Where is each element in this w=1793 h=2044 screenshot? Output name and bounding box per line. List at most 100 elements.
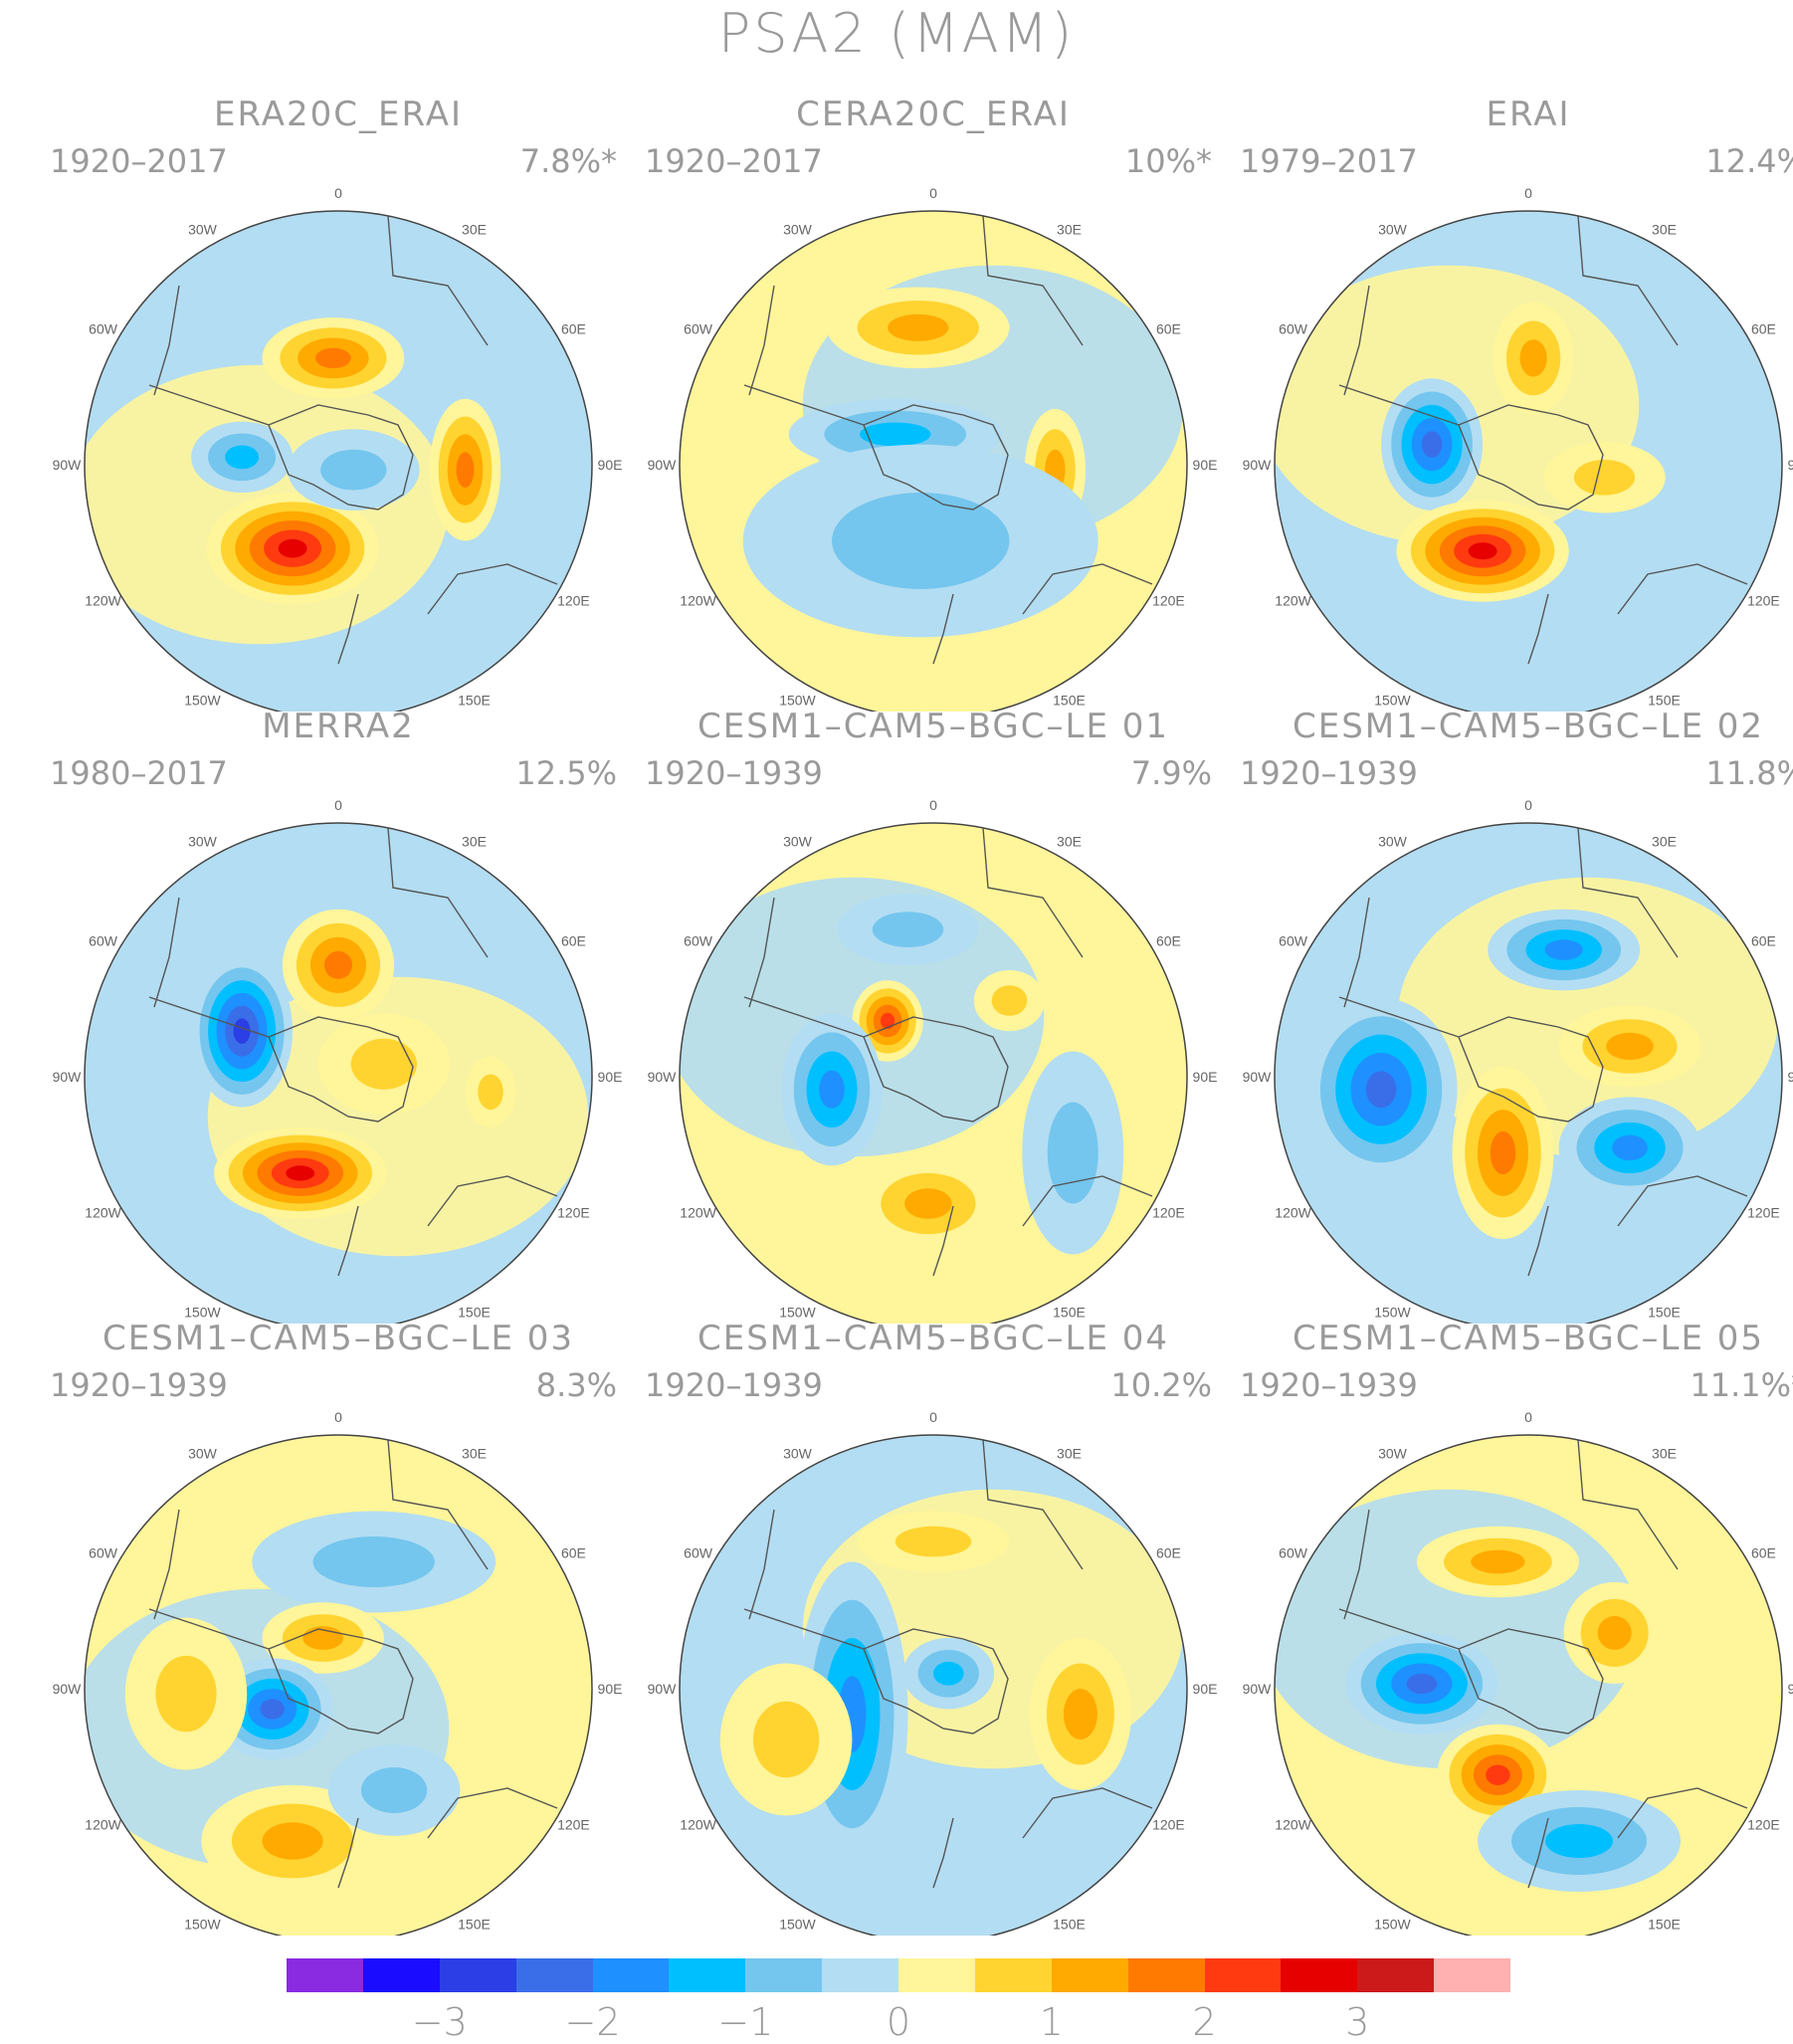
panel-variance: 8.3% bbox=[535, 1366, 617, 1404]
longitude-label: 60E bbox=[561, 321, 586, 337]
colorbar-swatch bbox=[362, 1958, 440, 1992]
map-panel-4: 030E60E90E120E150E180150W120W90W60W30WME… bbox=[40, 707, 637, 1324]
longitude-label: 30E bbox=[1057, 834, 1082, 850]
polar-map: 030E60E90E120E150E180150W120W90W60W30W bbox=[648, 185, 1218, 712]
anomaly-contour bbox=[312, 1536, 435, 1587]
colorbar-swatch bbox=[439, 1958, 516, 1992]
panel-title: CESM1–CAM5–BGC–LE 02 bbox=[1292, 707, 1765, 746]
longitude-label: 150W bbox=[1374, 1304, 1411, 1320]
anomaly-contour bbox=[888, 313, 949, 341]
map-panel-3: 030E60E90E120E150E180150W120W90W60W30WER… bbox=[1230, 95, 1793, 712]
longitude-label: 60W bbox=[1279, 933, 1308, 949]
longitude-label: 30W bbox=[188, 222, 218, 238]
longitude-label: 150E bbox=[458, 692, 491, 708]
longitude-label: 120E bbox=[557, 1817, 590, 1833]
panel-title: CESM1–CAM5–BGC–LE 04 bbox=[697, 1319, 1170, 1358]
anomaly-contour bbox=[904, 1188, 952, 1219]
colorbar-swatch bbox=[1051, 1958, 1128, 1992]
coastline bbox=[148, 215, 558, 665]
panel-period: 1979–2017 bbox=[1240, 142, 1418, 180]
panel-period: 1920–1939 bbox=[645, 1366, 823, 1404]
longitude-label: 150W bbox=[184, 1916, 221, 1932]
longitude-label: 0 bbox=[929, 797, 937, 813]
colorbar-tick-label: −1 bbox=[717, 2000, 774, 2044]
anomaly-contour bbox=[1047, 1102, 1098, 1204]
longitude-label: 90E bbox=[1193, 457, 1218, 473]
panel-period: 1980–2017 bbox=[50, 754, 228, 792]
panel-variance: 11.8% bbox=[1705, 754, 1793, 792]
anomaly-contour bbox=[1063, 1689, 1097, 1739]
coastline bbox=[148, 1439, 558, 1889]
longitude-label: 90E bbox=[598, 457, 623, 473]
anomaly-contour bbox=[155, 1655, 217, 1733]
coastline bbox=[1338, 1439, 1748, 1889]
polar-map: 030E60E90E120E150E180150W120W90W60W30W bbox=[648, 1409, 1218, 1936]
longitude-label: 120W bbox=[85, 1817, 121, 1833]
longitude-label: 90W bbox=[648, 1069, 678, 1085]
longitude-label: 60W bbox=[684, 933, 713, 949]
longitude-label: 150E bbox=[1053, 1916, 1086, 1932]
anomaly-contour bbox=[1468, 542, 1497, 560]
colorbar-tick-label: −3 bbox=[411, 2000, 468, 2044]
coastline bbox=[743, 1439, 1153, 1889]
longitude-label: 90E bbox=[1788, 1069, 1793, 1085]
anomaly-contour bbox=[456, 452, 475, 488]
figure-title: PSA2 (MAM) bbox=[717, 2, 1076, 65]
colorbar-swatch bbox=[974, 1958, 1052, 1992]
coastline bbox=[1338, 215, 1748, 665]
map-panel-8: 030E60E90E120E150E180150W120W90W60W30WCE… bbox=[635, 1319, 1232, 1936]
longitude-label: 150E bbox=[1053, 1304, 1086, 1320]
panel-variance: 7.8%* bbox=[519, 142, 617, 180]
anomaly-contour bbox=[1519, 339, 1547, 377]
anomaly-contour bbox=[262, 1822, 323, 1860]
panel-title: CERA20C_ERAI bbox=[796, 95, 1071, 134]
colorbar-swatch bbox=[822, 1958, 898, 1992]
polar-map: 030E60E90E120E150E180150W120W90W60W30W bbox=[1243, 1409, 1793, 1936]
longitude-label: 90E bbox=[1193, 1681, 1218, 1697]
colorbar-tick-label: −2 bbox=[564, 2000, 621, 2044]
anomaly-contour bbox=[752, 1701, 820, 1778]
colorbar-swatch bbox=[745, 1958, 823, 1992]
colorbar-tick-label: 3 bbox=[1345, 2000, 1370, 2044]
longitude-label: 120W bbox=[1275, 593, 1311, 609]
panel-period: 1920–2017 bbox=[645, 142, 823, 180]
longitude-label: 150W bbox=[184, 1304, 221, 1320]
coastline bbox=[1338, 827, 1748, 1277]
panel-period: 1920–1939 bbox=[1240, 1366, 1418, 1404]
map-boundary bbox=[84, 1434, 593, 1936]
anomaly-contour bbox=[1486, 1764, 1510, 1785]
polar-map: 030E60E90E120E150E180150W120W90W60W30W bbox=[53, 1409, 622, 1936]
longitude-label: 0 bbox=[1524, 797, 1532, 813]
longitude-label: 60E bbox=[1751, 933, 1776, 949]
anomaly-contour bbox=[478, 1074, 503, 1111]
longitude-label: 150W bbox=[779, 692, 816, 708]
colorbar-swatch bbox=[287, 1958, 363, 1992]
polar-map: 030E60E90E120E150E180150W120W90W60W30W bbox=[1243, 797, 1793, 1324]
anomaly-contour bbox=[1365, 1071, 1397, 1109]
panel-variance: 12.5% bbox=[515, 754, 617, 792]
anomaly-contour bbox=[278, 538, 307, 558]
longitude-label: 120W bbox=[680, 1205, 716, 1221]
longitude-label: 150E bbox=[1648, 1304, 1681, 1320]
colorbar-swatch bbox=[1127, 1958, 1205, 1992]
anomaly-contour bbox=[933, 1661, 964, 1686]
longitude-label: 60E bbox=[1156, 1545, 1181, 1561]
longitude-label: 60W bbox=[89, 321, 118, 337]
anomaly-contour bbox=[315, 347, 351, 369]
panel-title: MERRA2 bbox=[262, 707, 415, 746]
map-boundary bbox=[679, 822, 1188, 1324]
panel-title: CESM1–CAM5–BGC–LE 01 bbox=[697, 707, 1170, 746]
map-boundary bbox=[1274, 822, 1783, 1324]
longitude-label: 30E bbox=[1057, 1446, 1082, 1462]
coastline bbox=[148, 827, 558, 1277]
anomaly-contour bbox=[1573, 459, 1636, 496]
longitude-label: 150W bbox=[779, 1916, 816, 1932]
coastline bbox=[743, 215, 1153, 665]
anomaly-contour bbox=[360, 1767, 428, 1813]
longitude-label: 60W bbox=[89, 933, 118, 949]
longitude-label: 60W bbox=[684, 321, 713, 337]
longitude-label: 60E bbox=[1156, 933, 1181, 949]
longitude-label: 120E bbox=[557, 593, 590, 609]
longitude-label: 120E bbox=[557, 1205, 590, 1221]
longitude-label: 0 bbox=[1524, 185, 1532, 201]
